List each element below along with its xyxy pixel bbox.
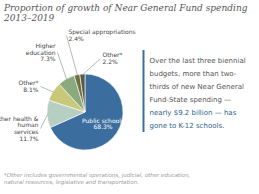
svg-text:Fund-State spending —: Fund-State spending —	[150, 96, 232, 104]
svg-text:gone to K-12 schools.: gone to K-12 schools.	[150, 122, 225, 130]
html-text:Proportion of growth of Near G: Proportion of growth of Near General Fun…	[4, 3, 248, 23]
svg-text:thirds of new Near General: thirds of new Near General	[150, 83, 244, 91]
svg-text:Public schools68.3%: Public schools68.3%	[82, 117, 124, 131]
svg-text:Other health &humanservices11.: Other health &humanservices11.7%	[0, 115, 39, 142]
svg-text:Other*8.1%: Other*8.1%	[18, 79, 38, 93]
svg-text:Over the last three biennial: Over the last three biennial	[150, 57, 246, 65]
svg-text:Other*2.2%: Other*2.2%	[103, 51, 123, 65]
svg-text:budgets, more than two-: budgets, more than two-	[150, 70, 237, 78]
html-text:*Other includes governmental o: *Other includes governmental operations,…	[4, 172, 191, 185]
svg-text:Highereducation7.3%: Highereducation7.3%	[26, 42, 56, 62]
svg-text:Special appropriations2.4%: Special appropriations2.4%	[69, 28, 136, 42]
svg-text:nearly $9.2 billion — has: nearly $9.2 billion — has	[150, 109, 237, 117]
